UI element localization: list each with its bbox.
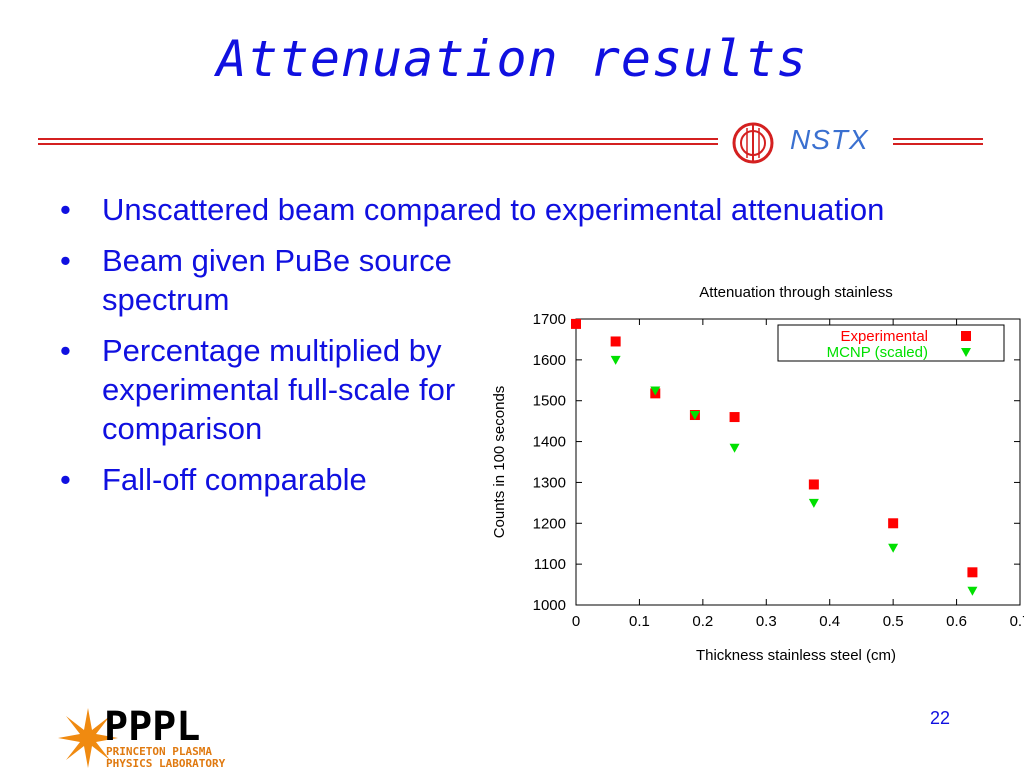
page-number: 22 — [930, 708, 951, 728]
y-tick-label: 1100 — [534, 556, 566, 573]
bullet-text: Percentage multiplied by experimental fu… — [102, 333, 456, 446]
bullet-item: • Percentage multiplied by experimental … — [60, 331, 522, 448]
x-tick-label: 0.6 — [946, 613, 967, 630]
bullet-item: • Beam given PuBe source spectrum — [60, 241, 522, 319]
y-tick-label: 1700 — [533, 311, 566, 328]
data-point-experimental — [808, 479, 819, 490]
data-point-experimental — [967, 567, 978, 578]
y-axis-label: Counts in 100 seconds — [491, 386, 508, 539]
data-point-experimental — [729, 412, 740, 423]
bullet-marker: • — [60, 243, 71, 278]
bullet-text: Unscattered beam compared to experimenta… — [102, 192, 885, 227]
x-tick-label: 0.3 — [756, 613, 777, 630]
x-tick-label: 0.2 — [692, 613, 713, 630]
y-tick-label: 1600 — [533, 352, 566, 369]
data-point-mcnp — [689, 411, 700, 421]
y-tick-label: 1400 — [533, 434, 566, 451]
legend-label-experimental: Experimental — [840, 328, 928, 345]
data-point-mcnp — [967, 586, 978, 596]
nstx-logo-text: NSTX — [790, 124, 869, 155]
pppl-logo-text: PPPL — [104, 704, 200, 750]
chart-canvas: Attenuation through stainless Thickness … — [491, 284, 1024, 664]
bullet-text: Beam given PuBe source spectrum — [102, 243, 452, 317]
bullet-marker: • — [60, 462, 71, 497]
bullet-text: Fall-off comparable — [102, 462, 367, 497]
legend-marker-mcnp — [961, 348, 971, 357]
data-point-mcnp — [610, 355, 621, 365]
y-tick-label: 1300 — [533, 474, 566, 491]
attenuation-chart: Attenuation through stainless Thickness … — [480, 275, 1024, 675]
data-point-mcnp — [808, 498, 819, 508]
data-point-mcnp — [650, 386, 661, 396]
header-rule-left — [38, 137, 718, 147]
bullet-list: • Unscattered beam compared to experimen… — [60, 190, 940, 511]
pppl-logo-icon: PPPL PRINCETON PLASMA PHYSICS LABORATORY — [58, 704, 226, 768]
x-tick-label: 0.1 — [629, 613, 650, 630]
x-tick-label: 0.7 — [1010, 613, 1024, 630]
bullet-item: • Fall-off comparable — [60, 460, 522, 499]
y-tick-label: 1500 — [533, 393, 566, 410]
slide-title: Attenuation results — [216, 30, 808, 88]
legend-marker-experimental — [961, 331, 971, 341]
bullet-marker: • — [60, 333, 71, 368]
data-point-experimental — [610, 336, 621, 347]
data-point-experimental — [571, 318, 581, 329]
x-tick-label: 0 — [572, 613, 580, 630]
data-point-mcnp — [888, 543, 899, 553]
x-tick-label: 0.4 — [819, 613, 840, 630]
data-point-mcnp — [729, 443, 740, 453]
plot-frame — [575, 318, 1021, 606]
y-tick-label: 1200 — [533, 515, 566, 532]
x-tick-label: 0.5 — [883, 613, 904, 630]
chart-title: Attenuation through stainless — [699, 284, 892, 301]
legend-label-mcnp: MCNP (scaled) — [827, 344, 928, 361]
data-point-experimental — [888, 518, 899, 529]
nstx-logo-icon — [732, 122, 774, 164]
y-tick-label: 1000 — [533, 597, 566, 614]
pppl-logo-subtext-2: PHYSICS LABORATORY — [106, 757, 226, 768]
x-axis-label: Thickness stainless steel (cm) — [696, 647, 896, 664]
header-rule-right — [893, 137, 983, 147]
pppl-logo-subtext-1: PRINCETON PLASMA — [106, 745, 212, 758]
bullet-marker: • — [60, 192, 71, 227]
bullet-item: • Unscattered beam compared to experimen… — [60, 190, 940, 229]
